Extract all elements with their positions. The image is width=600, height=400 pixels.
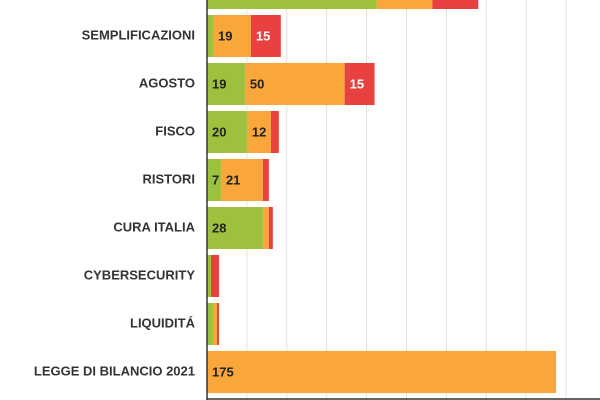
value-label: 19: [212, 76, 226, 91]
bar-segment: [220, 159, 263, 201]
bar-segment: [207, 351, 557, 393]
bar-segment: [344, 63, 375, 105]
value-label: 15: [256, 28, 270, 43]
category-label: FISCO: [155, 123, 195, 138]
category-label: CURA ITALIA: [113, 219, 195, 234]
value-label: 21: [226, 172, 240, 187]
bar-segment: [207, 111, 247, 153]
bar-segment: [207, 0, 377, 9]
bar-segment: [250, 15, 281, 57]
category-label: RISTORI: [143, 171, 196, 186]
value-label: 28: [212, 220, 226, 235]
bar-segment: [210, 255, 219, 297]
category-label: AGOSTO: [139, 75, 195, 90]
bar-segment: [216, 303, 219, 345]
bar-segment: [376, 0, 433, 9]
category-label: LIQUIDITÁ: [130, 315, 196, 330]
bar-segment: [246, 111, 271, 153]
value-label: 7: [212, 172, 219, 187]
bar-segment: [207, 15, 213, 57]
bar-segment: [207, 303, 213, 345]
bar-segment: [262, 207, 269, 249]
bar-segment: [262, 159, 269, 201]
value-label: 19: [218, 28, 232, 43]
value-label: 175: [212, 364, 234, 379]
value-label: 50: [250, 76, 264, 91]
bar-segment: [207, 63, 245, 105]
bar-segment: [244, 63, 345, 105]
bar-segment: [207, 207, 263, 249]
value-label: 15: [350, 76, 364, 91]
category-label: SEMPLIFICAZIONI: [82, 27, 195, 42]
bar-segment: [212, 15, 251, 57]
value-label: 20: [212, 124, 226, 139]
bar-segment: [270, 111, 279, 153]
bar-segment: [212, 303, 217, 345]
bar-segment: [207, 255, 211, 297]
value-label: 12: [252, 124, 266, 139]
bar-segment: [268, 207, 273, 249]
category-label: LEGGE DI BILANCIO 2021: [34, 363, 195, 378]
bar-segment: [207, 159, 221, 201]
category-label: CYBERSECURITY: [84, 267, 196, 282]
bar-segment: [432, 0, 479, 9]
